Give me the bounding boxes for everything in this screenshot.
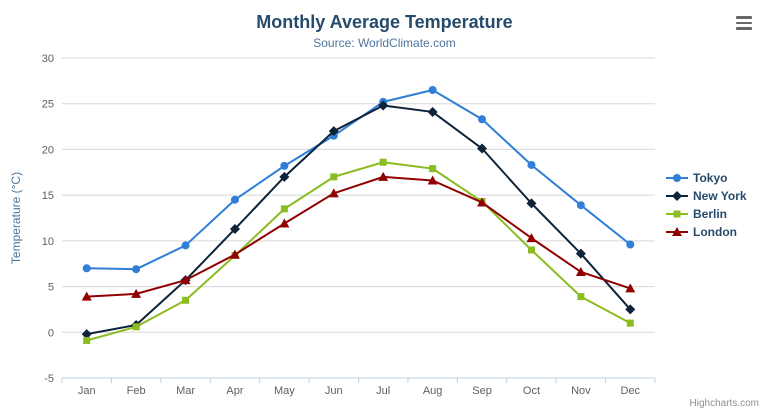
- y-axis-label: 20: [42, 144, 54, 156]
- data-point-marker[interactable]: [576, 201, 585, 210]
- legend-marker-icon: [666, 174, 688, 182]
- data-point-marker[interactable]: [279, 218, 290, 228]
- x-axis-label: Jul: [376, 385, 390, 397]
- series-new-york: [81, 100, 636, 340]
- data-point-marker[interactable]: [83, 337, 91, 345]
- legend-item-tokyo[interactable]: Tokyo: [666, 171, 747, 185]
- legend-item-london[interactable]: London: [666, 225, 747, 239]
- data-point-marker[interactable]: [577, 293, 585, 301]
- series-tokyo: [82, 86, 635, 274]
- data-point-marker[interactable]: [477, 197, 488, 207]
- series-london: [81, 171, 636, 301]
- data-point-marker[interactable]: [181, 241, 190, 250]
- y-axis-label: 25: [42, 99, 54, 111]
- x-axis-label: Sep: [472, 385, 492, 397]
- data-point-marker[interactable]: [427, 106, 438, 117]
- data-point-marker[interactable]: [673, 174, 681, 182]
- y-axis-label: 0: [48, 327, 54, 339]
- data-point-marker[interactable]: [132, 265, 141, 274]
- data-point-marker[interactable]: [526, 233, 537, 243]
- legend-marker-icon: [666, 227, 688, 236]
- hamburger-bar: [736, 16, 752, 19]
- data-point-marker[interactable]: [379, 158, 387, 166]
- data-point-marker[interactable]: [182, 296, 190, 304]
- data-point-marker[interactable]: [672, 191, 682, 201]
- data-point-marker[interactable]: [626, 240, 635, 249]
- data-point-marker[interactable]: [230, 195, 239, 204]
- x-axis-label: Nov: [571, 385, 591, 397]
- data-point-marker[interactable]: [626, 319, 634, 327]
- data-point-marker[interactable]: [428, 86, 437, 94]
- y-axis-title: Temperature (°C): [9, 172, 23, 264]
- export-menu-icon[interactable]: [734, 13, 756, 33]
- x-axis-label: Mar: [176, 385, 195, 397]
- series-line: [86, 89, 631, 271]
- x-axis-label: May: [274, 385, 295, 397]
- data-point-marker[interactable]: [625, 283, 636, 293]
- data-point-marker[interactable]: [672, 227, 682, 236]
- y-axis-label: 5: [48, 282, 54, 294]
- data-point-marker[interactable]: [280, 161, 289, 170]
- data-point-marker[interactable]: [81, 329, 92, 340]
- highcharts-credits[interactable]: Highcharts.com: [689, 398, 759, 409]
- data-point-marker[interactable]: [427, 175, 438, 185]
- y-axis-label: 10: [42, 236, 54, 248]
- data-point-marker[interactable]: [180, 275, 191, 285]
- data-point-marker[interactable]: [330, 173, 338, 181]
- legend-marker-icon: [666, 210, 688, 218]
- legend-label: Berlin: [693, 207, 728, 221]
- data-point-marker[interactable]: [526, 198, 537, 209]
- chart-subtitle: Source: WorldClimate.com: [313, 36, 456, 50]
- series-line: [86, 161, 631, 342]
- data-point-marker[interactable]: [378, 171, 389, 181]
- legend-marker-icon: [666, 191, 688, 201]
- data-point-marker[interactable]: [625, 304, 636, 315]
- y-axis-label: 30: [42, 53, 54, 65]
- x-axis-label: Aug: [423, 385, 443, 397]
- data-point-marker[interactable]: [477, 143, 488, 154]
- data-point-marker[interactable]: [81, 291, 92, 301]
- x-axis-label: Feb: [127, 385, 146, 397]
- data-point-marker[interactable]: [429, 165, 437, 173]
- y-axis-label: -5: [44, 373, 54, 385]
- chart-legend: Tokyo New York Berlin London: [666, 171, 747, 239]
- hamburger-bar: [736, 27, 752, 30]
- series-line: [86, 175, 631, 298]
- y-axis-label: 15: [42, 190, 54, 202]
- data-point-marker[interactable]: [279, 171, 290, 182]
- legend-item-berlin[interactable]: Berlin: [666, 207, 747, 221]
- data-point-marker[interactable]: [575, 266, 586, 276]
- legend-item-new-york[interactable]: New York: [666, 189, 747, 203]
- chart-title: Monthly Average Temperature: [256, 12, 513, 32]
- legend-label: London: [693, 225, 737, 239]
- data-point-marker[interactable]: [575, 248, 586, 259]
- data-point-marker[interactable]: [229, 249, 240, 259]
- legend-label: Tokyo: [693, 171, 728, 185]
- x-axis-label: Oct: [523, 385, 540, 397]
- x-axis-label: Apr: [226, 385, 243, 397]
- hamburger-bar: [736, 21, 752, 25]
- data-point-marker[interactable]: [378, 100, 389, 111]
- data-point-marker[interactable]: [328, 188, 339, 198]
- data-point-marker[interactable]: [132, 323, 140, 331]
- x-axis-label: Jan: [78, 385, 96, 397]
- x-axis-label: Dec: [621, 385, 641, 397]
- data-point-marker[interactable]: [527, 246, 535, 254]
- data-point-marker[interactable]: [280, 205, 288, 213]
- data-point-marker[interactable]: [673, 210, 681, 218]
- data-point-marker[interactable]: [328, 126, 339, 137]
- data-point-marker[interactable]: [478, 115, 487, 124]
- x-axis-label: Jun: [325, 385, 343, 397]
- data-point-marker[interactable]: [131, 288, 142, 298]
- data-point-marker[interactable]: [229, 223, 240, 234]
- series-berlin: [83, 158, 634, 345]
- data-point-marker[interactable]: [527, 160, 536, 169]
- legend-label: New York: [693, 189, 747, 203]
- data-point-marker[interactable]: [82, 264, 91, 273]
- series-line: [86, 104, 632, 336]
